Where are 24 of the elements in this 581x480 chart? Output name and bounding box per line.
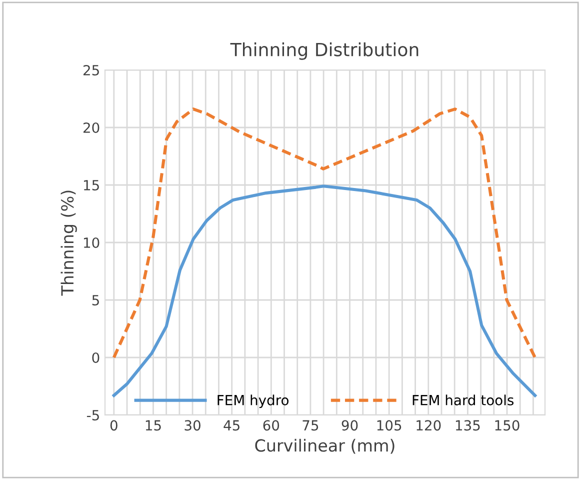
y-tick-label: 20 — [83, 122, 100, 133]
y-tick-label: 10 — [84, 237, 100, 248]
x-tick-label: 75 — [302, 420, 318, 431]
line-series — [112, 108, 537, 360]
y-axis-title: Thinning (%) — [60, 190, 77, 296]
y-tick-label: 0 — [92, 352, 100, 363]
x-axis-title: Curvilinear (mm) — [255, 438, 394, 454]
y-tick-label: -5 — [86, 410, 99, 420]
x-tick-label: 15 — [146, 420, 161, 431]
y-tick-label: 15 — [84, 180, 99, 190]
x-tick-label: 120 — [416, 420, 441, 431]
legend-label: FEM hard tools — [412, 394, 514, 406]
y-tick-label: 5 — [92, 295, 99, 306]
x-tick-label: 105 — [377, 420, 402, 431]
y-tick-label: 25 — [83, 64, 99, 76]
x-tick-label: 30 — [184, 420, 200, 431]
x-tick-label: 135 — [456, 420, 480, 431]
x-tick-label: 90 — [342, 420, 358, 431]
chart-title: Thinning Distribution — [230, 42, 418, 60]
legend-label: FEM hydro — [218, 394, 288, 408]
x-tick-label: 150 — [495, 420, 520, 431]
x-tick-label: 45 — [224, 420, 240, 431]
x-tick-label: 60 — [263, 420, 280, 431]
x-tick-label: 0 — [110, 420, 118, 431]
